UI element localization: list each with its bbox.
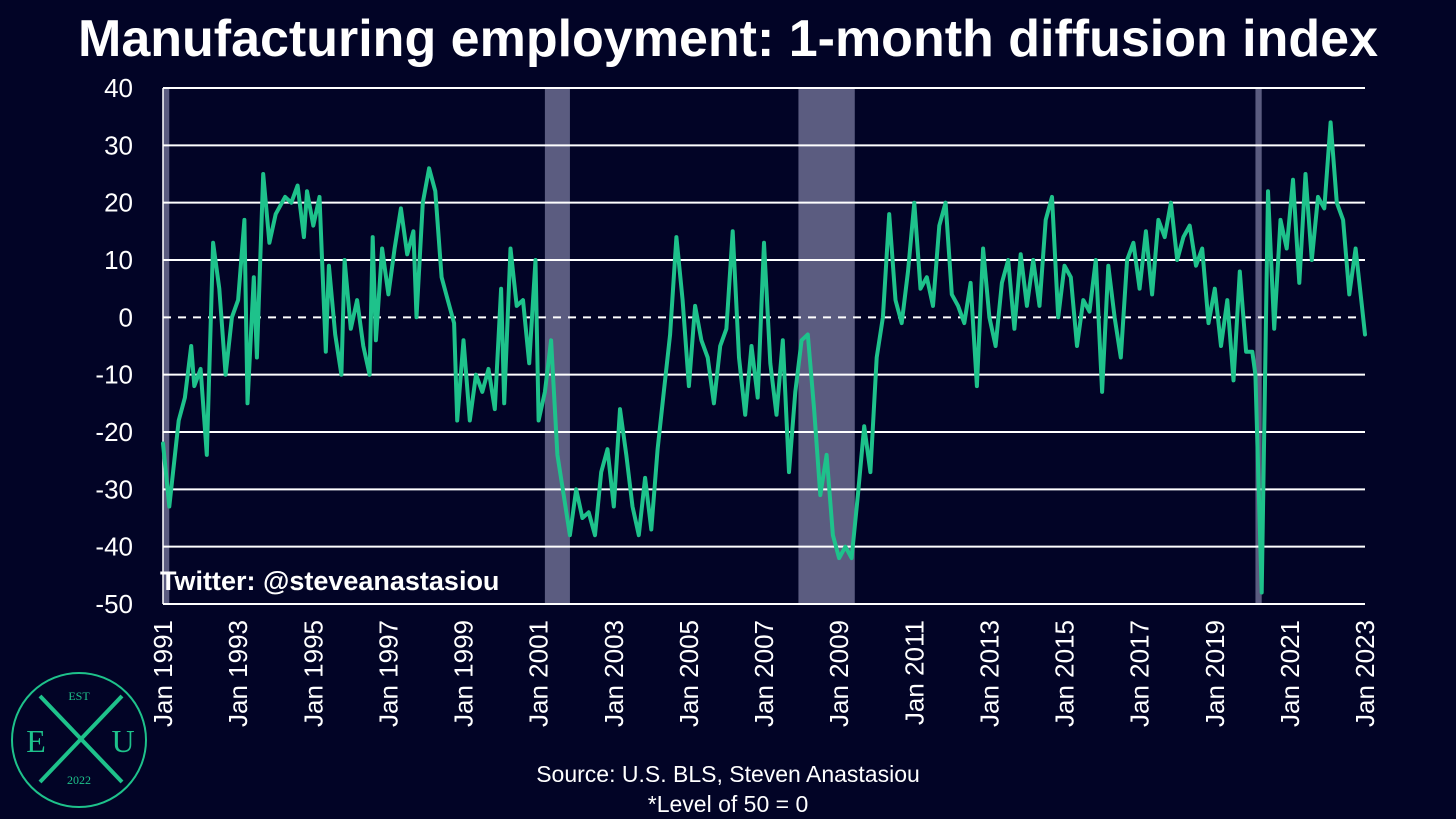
- y-tick-label: 20: [104, 188, 133, 218]
- logo-year: 2022: [67, 773, 91, 787]
- logo-cross-stroke: [38, 694, 124, 784]
- gridlines-group: [162, 87, 1365, 605]
- y-tick-label: 40: [104, 73, 133, 103]
- x-tick-label: Jan 1993: [223, 620, 253, 727]
- x-tick-label: Jan 2013: [974, 620, 1004, 727]
- logo-est: EST: [68, 689, 90, 703]
- x-tick-label: Jan 2005: [674, 620, 704, 727]
- x-tick-label: Jan 1999: [449, 620, 479, 727]
- x-tick-label: Jan 1997: [373, 620, 403, 727]
- series-line: [161, 120, 1367, 595]
- logo-ring: [11, 672, 147, 808]
- y-tick-label: -20: [95, 417, 133, 447]
- x-axis-ticks: Jan 1991 Jan 1993 Jan 1995 Jan 1997 Jan 1999…: [148, 620, 1380, 727]
- x-tick-label: Jan 2023: [1350, 620, 1380, 727]
- exu-logo: EST E U 2022: [11, 672, 147, 808]
- x-tick-label: Jan 2021: [1275, 620, 1305, 727]
- source-note: Source: U.S. BLS, Steven Anastasiou: [536, 761, 920, 787]
- x-tick-label: Jan 2019: [1200, 620, 1230, 727]
- logo-letter-u: U: [111, 723, 134, 759]
- level-note: *Level of 50 = 0: [648, 791, 808, 817]
- x-tick-label: Jan 2017: [1125, 620, 1155, 727]
- recession-bar: [163, 88, 170, 604]
- x-tick-label: Jan 1995: [298, 620, 328, 727]
- x-tick-label: Jan 2011: [899, 620, 929, 725]
- x-tick-label: Jan 2001: [524, 620, 554, 727]
- logo-letter-e: E: [26, 723, 46, 759]
- y-tick-label: -50: [95, 589, 133, 619]
- y-axis-ticks: 40 30 20 10 0 -10 -20 -30 -40 -50: [95, 73, 133, 619]
- series-group: [161, 120, 1367, 595]
- twitter-watermark: Twitter: @steveanastasiou: [160, 566, 499, 596]
- x-tick-label: Jan 1991: [148, 620, 178, 727]
- x-tick-label: Jan 2009: [824, 620, 854, 727]
- y-tick-label: -40: [95, 532, 133, 562]
- y-tick-label: -10: [95, 360, 133, 390]
- y-tick-label: 10: [104, 245, 133, 275]
- y-tick-label: 30: [104, 130, 133, 160]
- x-tick-label: Jan 2015: [1050, 620, 1080, 727]
- chart-title: Manufacturing employment: 1-month diffus…: [78, 10, 1378, 68]
- x-tick-label: Jan 2003: [599, 620, 629, 727]
- x-tick-label: Jan 2007: [749, 620, 779, 727]
- y-tick-label: 0: [119, 302, 133, 332]
- recession-bar: [1255, 88, 1262, 604]
- y-tick-label: -30: [95, 474, 133, 504]
